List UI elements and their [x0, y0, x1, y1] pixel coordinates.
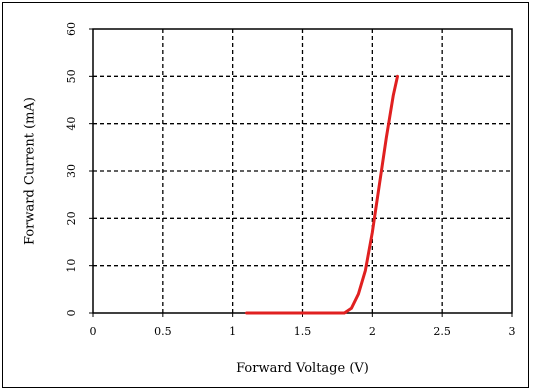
- x-tick-label: 2.5: [433, 325, 451, 338]
- y-tick-label: 20: [65, 211, 78, 225]
- tick-layer: [89, 28, 513, 317]
- y-tick-label: 60: [65, 22, 78, 36]
- y-tick-label: 40: [65, 117, 78, 131]
- series-layer: [245, 74, 399, 315]
- y-tick-label: 10: [65, 259, 78, 273]
- y-tick-label: 30: [65, 164, 78, 178]
- x-tick-label: 3: [509, 325, 516, 338]
- grid-layer: [93, 29, 512, 313]
- chart-frame: [2, 2, 529, 388]
- y-tick-label: 0: [65, 310, 78, 317]
- y-axis-title: Forward Current (mA): [23, 97, 38, 245]
- x-tick-label: 1: [229, 325, 236, 338]
- series-line: [245, 74, 399, 315]
- x-tick-label: 0.5: [154, 325, 172, 338]
- x-tick-label: 0: [90, 325, 97, 338]
- y-tick-label: 50: [65, 69, 78, 83]
- x-tick-label: 2: [369, 325, 376, 338]
- x-tick-label: 1.5: [294, 325, 312, 338]
- x-axis-title: Forward Voltage (V): [236, 361, 369, 376]
